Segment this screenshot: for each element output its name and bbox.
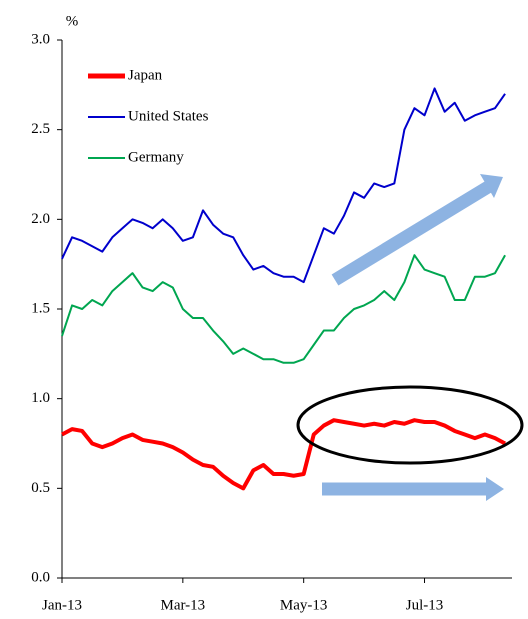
- legend-label: Japan: [128, 67, 163, 83]
- y-tick-label: 0.5: [31, 480, 50, 496]
- y-tick-label: 1.5: [31, 300, 50, 316]
- series-line: [61, 254, 506, 364]
- x-tick-label: Jan-13: [42, 597, 82, 613]
- legend-label: Germany: [128, 149, 184, 165]
- annotation-ellipse: [296, 385, 524, 465]
- x-tick-label: Jul-13: [406, 597, 444, 613]
- y-axis-label: %: [66, 13, 79, 29]
- y-tick-label: 2.0: [31, 211, 50, 227]
- annotation-arrow: [331, 181, 492, 286]
- annotation-arrowhead: [486, 477, 504, 501]
- series-line: [61, 418, 507, 491]
- legend-label: United States: [128, 108, 209, 124]
- y-tick-label: 0.0: [31, 569, 50, 585]
- x-tick-label: Mar-13: [160, 597, 205, 613]
- y-tick-label: 3.0: [31, 31, 50, 47]
- series-line: [61, 87, 506, 284]
- y-tick-label: 2.5: [31, 121, 50, 137]
- plot: 0.0 0.5 1.0 1.5 2.0 2.5 3.0 Jan-13 Mar-13 May-13 J…: [31, 31, 512, 613]
- annotation-arrowhead: [480, 174, 503, 198]
- y-tick-label: 1.0: [31, 390, 50, 406]
- x-tick-label: May-13: [280, 597, 328, 613]
